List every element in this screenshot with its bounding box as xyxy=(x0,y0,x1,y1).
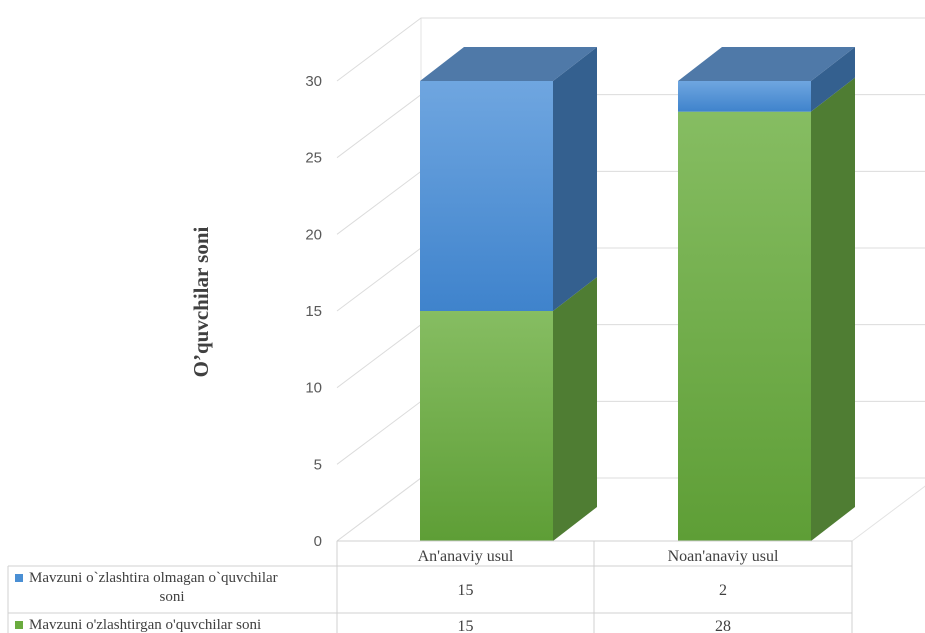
y-axis-label: O’quvchilar soni xyxy=(189,226,213,377)
bar-side xyxy=(553,277,597,541)
bar-side xyxy=(811,77,855,542)
bar-segment xyxy=(420,311,553,541)
data-label: 15 xyxy=(458,582,474,599)
legend-label: Mavzuni o`zlashtira olmagan o`quvchilar xyxy=(29,570,278,586)
bar-top xyxy=(420,47,597,81)
legend-label: Mavzuni o'zlashtirgan o'quvchilar soni xyxy=(29,617,261,633)
bar-segment xyxy=(678,81,811,112)
data-table: An'anaviy usul Noan'anaviy usul Mavzuni o`… xyxy=(7,540,853,633)
bar-segment xyxy=(420,81,553,311)
data-label: 2 xyxy=(719,582,727,599)
y-tick-label: 25 xyxy=(305,150,322,167)
legend-swatch xyxy=(15,621,23,629)
category-label: An'anaviy usul xyxy=(418,548,514,565)
y-tick-label: 0 xyxy=(314,533,322,550)
y-tick-label: 10 xyxy=(305,380,322,397)
bar-top xyxy=(678,47,855,81)
bar-side xyxy=(811,47,855,112)
legend-swatch xyxy=(15,574,23,582)
y-axis-ticks: 0 5 10 15 20 25 30 xyxy=(305,73,322,550)
y-tick-label: 5 xyxy=(314,456,322,473)
y-tick-label: 30 xyxy=(305,73,322,90)
bar-segment xyxy=(678,111,811,542)
legend-label: soni xyxy=(159,589,184,605)
y-tick-label: 20 xyxy=(305,226,322,243)
bar-side xyxy=(553,47,597,311)
bars xyxy=(420,47,855,542)
data-label: 15 xyxy=(458,618,474,633)
y-tick-label: 15 xyxy=(305,303,322,320)
data-label: 28 xyxy=(715,618,731,633)
gridline xyxy=(336,17,925,82)
category-label: Noan'anaviy usul xyxy=(668,548,779,565)
